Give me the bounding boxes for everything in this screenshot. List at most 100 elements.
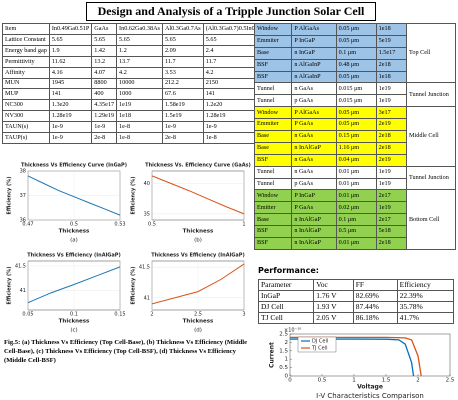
table-cell: 1.58e19: [161, 99, 204, 112]
layer-row: Base n InGaP 0.1 μm 1.5e17: [253, 46, 456, 60]
performance-heading: Performance:: [258, 266, 319, 275]
table-cell: 4.2: [116, 66, 163, 79]
layer-cell: Base: [253, 213, 293, 227]
layer-cell: n AlGaInP: [291, 70, 337, 84]
layer-row: BSF n InAlGaP 0.5 μm 5e18: [253, 225, 456, 239]
layer-cell: 1e19: [375, 165, 408, 179]
section-name: Tunnel Junction: [406, 82, 456, 108]
table-cell: 1.3e20: [48, 99, 93, 112]
table-row: TJ Cell 2.05 V 86.18% 41.7%: [257, 312, 455, 324]
section-name: Middle Cell: [406, 106, 456, 167]
layer-row: BSF n GaAs 0.04 μm 2e19: [253, 153, 456, 167]
layer-row: Tunnel n GaAs 0.01 μm 1e19 Tunnel Junction: [253, 165, 456, 191]
table-row: InGaP 1.76 V 82.69% 22.39%: [257, 290, 455, 302]
layer-cell: Base: [253, 46, 293, 60]
table-cell: 1.28e19: [48, 110, 93, 123]
layer-cell: 2e18: [375, 58, 408, 72]
layer-cell: 1e19: [375, 82, 408, 96]
figure-caption: Fig.5: (a) Thickness Vs Efficiency (Top …: [4, 339, 248, 364]
layer-row: Window P AlGaAs 0.05 μm 1e18 Top Cell: [253, 22, 456, 84]
chart-label: (c): [70, 328, 77, 334]
layer-cell: BSF: [253, 237, 293, 250]
chart-label: (d): [194, 328, 202, 334]
series-line: [27, 266, 121, 304]
table-cell: 2.09: [161, 44, 204, 57]
header-cell: In0.62Ga0.38As: [116, 23, 163, 35]
layer-cell: 0.01 μm: [335, 177, 377, 191]
layer-cell: n InAlGaP: [291, 141, 337, 155]
table-cell: 1e-9: [48, 121, 93, 134]
header-cell: FF: [352, 279, 398, 291]
table-cell: 212.2: [161, 77, 204, 90]
table-row: NV300 1.28e19 1.29e19 1e18 1.5e19 1.28e19: [2, 110, 266, 123]
layer-cell: n InAlGaP: [291, 225, 337, 239]
layer-cell: n GaAs: [291, 130, 337, 143]
section-name: Tunnel Junction: [406, 165, 456, 191]
layer-cell: Window: [253, 23, 293, 36]
layer-cell: 3e17: [375, 106, 408, 120]
table-cell: MUP: [2, 88, 50, 101]
table-row: DJ Cell 1.93 V 87.44% 35.78%: [257, 301, 455, 313]
layer-cell: P InGaP: [291, 34, 337, 48]
table-cell: 5.65: [48, 34, 93, 46]
x-axis-label: Thickness: [59, 319, 90, 325]
x-tick-label: 2.5: [194, 312, 202, 318]
x-tick-label: 1: [352, 378, 356, 384]
chart-title: Thickness Vs Efficiency (InAlGaP): [27, 253, 121, 259]
table-cell: 1e18: [116, 110, 163, 123]
x-tick-label: 0.1: [70, 312, 78, 318]
layer-cell: 0.15 μm: [335, 130, 377, 143]
y-tick-label: 41.5: [15, 263, 26, 269]
chart-title: Thickness Vs Efficiency Curve (InGaP): [21, 163, 127, 169]
layer-cell: 0.5 μm: [335, 225, 377, 239]
table-cell: 82.69%: [352, 290, 398, 302]
x-tick-label: 0.5: [148, 222, 156, 228]
header-cell: Efficiency: [396, 279, 455, 291]
layer-row: Tunnel n GaAs 0.015 μm 1e19 Tunnel Junction: [253, 82, 456, 108]
table-cell: 3.53: [161, 66, 204, 79]
series-line: [151, 175, 245, 215]
x-tick-label: 0.5: [318, 378, 327, 384]
layer-cell: Emmiter: [253, 118, 293, 132]
table-cell: 1e-8: [116, 132, 163, 144]
table-cell: Energy band gap: [2, 44, 50, 57]
table-cell: 1945: [48, 77, 93, 90]
x-axis-label: Thickness: [183, 229, 214, 235]
x-tick-label: 0: [288, 378, 292, 384]
table-cell: 13.7: [116, 55, 163, 68]
layer-cell: Base: [253, 141, 293, 155]
layer-row: Window P InGaP 0.01 μm 2e17 Bottom Cell: [253, 189, 456, 250]
table-cell: 35.78%: [396, 301, 455, 313]
series-line: [151, 263, 245, 305]
x-axis-label: Voltage: [357, 384, 383, 391]
layer-cell: 2e18: [375, 237, 408, 250]
layer-cell: 2e19: [375, 153, 408, 167]
layer-cell: 0.1 μm: [335, 213, 377, 227]
layer-cell: 0.02 μm: [335, 201, 377, 215]
x-tick-label: 0.53: [114, 222, 125, 228]
layer-cell: 1.16 μm: [335, 141, 377, 155]
y-tick-label: 0: [285, 374, 289, 380]
layer-cell: 5e18: [375, 225, 408, 239]
layer-cell: 2e17: [375, 189, 408, 203]
table-cell: 4.35e17: [91, 99, 118, 112]
table-cell: 1.5e19: [161, 110, 204, 123]
table-cell: 5.65: [116, 34, 163, 46]
layer-cell: 0.05 μm: [335, 23, 377, 36]
y-axis-label: Current: [269, 342, 276, 368]
table-cell: 10000: [116, 77, 163, 90]
layer-cell: 0.48 μm: [335, 58, 377, 72]
layer-row: Window P AlGaAs 0.05 μm 3e17 Middle Cell: [253, 106, 456, 167]
table-row: TAUP(s) 1e-9 2e-8 1e-8 2e-8 1e-8: [2, 132, 266, 144]
y-axis-label: Efficiency (%): [131, 176, 137, 214]
layer-cell: 2e19: [375, 118, 408, 132]
table-cell: 11.62: [48, 55, 93, 68]
layer-cell: n GaAs: [291, 82, 337, 96]
header-cell: In0.49Ga0.51P: [48, 23, 93, 35]
section-name: Top Cell: [406, 22, 456, 84]
layer-cell: 2e18: [375, 141, 408, 155]
y-axis-label: Efficiency (%): [7, 176, 13, 214]
layer-cell: 1e18: [375, 70, 408, 84]
y-axis-label: Efficiency (%): [131, 266, 137, 304]
